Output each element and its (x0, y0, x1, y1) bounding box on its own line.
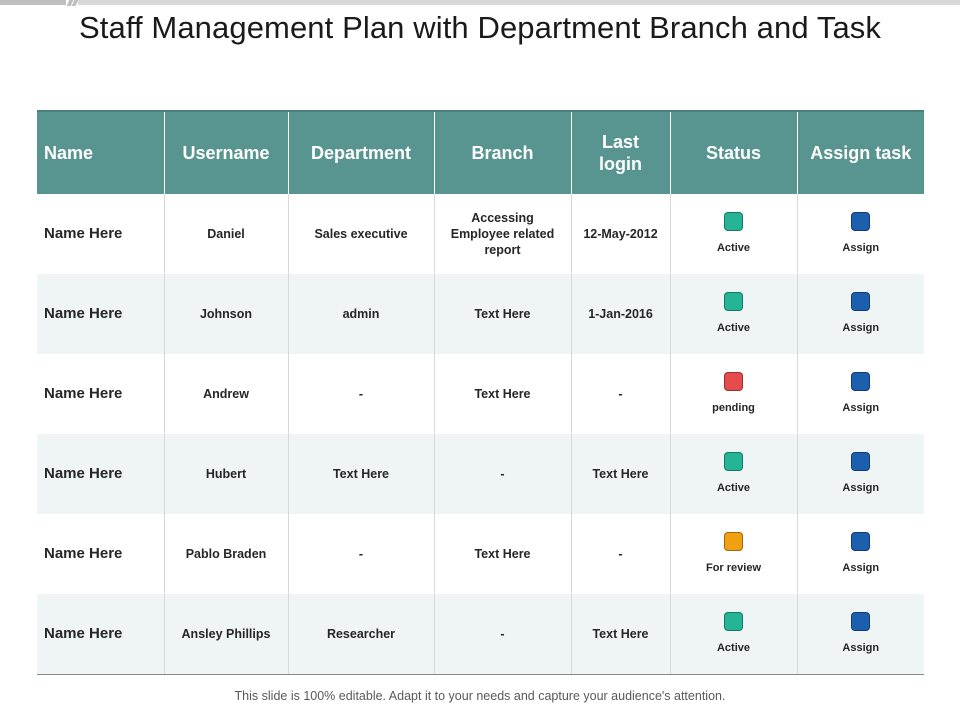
status-label: Active (716, 482, 751, 494)
cell-branch: Text Here (433, 514, 572, 594)
status-label: Active (716, 322, 751, 334)
cell-branch: - (433, 594, 572, 675)
cell-last-login: - (570, 354, 671, 434)
strip-segment-left (0, 0, 66, 5)
cell-assign: Assign (796, 194, 924, 274)
status-indicator[interactable] (724, 372, 743, 391)
status-indicator[interactable] (724, 452, 743, 471)
header-branch[interactable]: Branch (433, 110, 572, 194)
cell-last-login: - (570, 514, 671, 594)
status-indicator[interactable] (724, 611, 743, 631)
cell-status: Active (669, 594, 798, 675)
assign-label: Assign (842, 402, 880, 414)
cell-branch: - (433, 434, 572, 514)
cell-department: admin (287, 274, 435, 354)
status-indicator[interactable] (724, 292, 743, 311)
table-row: Name Here Daniel Sales executive Accessing … (37, 194, 924, 274)
status-label: For review (705, 562, 762, 574)
cell-department: Researcher (287, 594, 435, 675)
cell-status: Active (669, 194, 798, 274)
cell-username: Daniel (163, 194, 289, 274)
assign-button[interactable] (851, 372, 871, 391)
cell-department: - (287, 514, 435, 594)
cell-department: - (287, 354, 435, 434)
assign-button[interactable] (851, 212, 871, 231)
cell-last-login: 1-Jan-2016 (570, 274, 671, 354)
cell-last-login: 12-May-2012 (570, 194, 671, 274)
slide-footer: This slide is 100% editable. Adapt it to… (234, 689, 726, 703)
cell-assign: Assign (796, 594, 924, 675)
header-assign-task[interactable]: Assign task (796, 110, 924, 194)
cell-assign: Assign (796, 434, 924, 514)
assign-label: Assign (842, 242, 880, 254)
status-label: pending (712, 402, 755, 414)
cell-name: Name Here (37, 354, 165, 434)
cell-username: Hubert (163, 434, 289, 514)
assign-button[interactable] (851, 452, 871, 471)
status-label: Active (716, 242, 751, 254)
cell-last-login: Text Here (570, 434, 671, 514)
header-last-login[interactable]: Last login (570, 110, 671, 194)
assign-label: Assign (842, 641, 880, 654)
top-decorative-strip (0, 0, 960, 6)
table-body: Name Here Daniel Sales executive Accessing … (37, 194, 924, 675)
table-row: Name Here Hubert Text Here - Text Here Active… (37, 434, 924, 514)
header-status[interactable]: Status (669, 110, 798, 194)
status-indicator[interactable] (724, 212, 743, 231)
cell-username: Andrew (163, 354, 289, 434)
header-department[interactable]: Department (287, 110, 435, 194)
cell-username: Ansley Phillips (163, 594, 289, 675)
cell-name: Name Here (37, 514, 165, 594)
cell-branch: Accessing Employee related report (433, 194, 572, 274)
cell-status: Active (669, 274, 798, 354)
table-row: Name Here Andrew - Text Here - pending Assign (37, 354, 924, 434)
assign-label: Assign (842, 562, 880, 574)
table-header-row: Name Username Department Branch Last log… (37, 110, 924, 194)
cell-name: Name Here (37, 274, 165, 354)
assign-label: Assign (842, 322, 880, 334)
strip-segment-right (78, 0, 960, 5)
assign-label: Assign (842, 482, 880, 494)
cell-branch: Text Here (433, 274, 572, 354)
header-name[interactable]: Name (37, 110, 165, 194)
table-row: Name Here Johnson admin Text Here 1-Jan-2016… (37, 274, 924, 354)
assign-button[interactable] (851, 532, 871, 551)
cell-name: Name Here (37, 594, 165, 675)
header-username[interactable]: Username (163, 110, 289, 194)
slide-title: Staff Management Plan with Department Br… (79, 10, 881, 45)
cell-username: Pablo Braden (163, 514, 289, 594)
assign-button[interactable] (851, 611, 871, 631)
table-row: Name Here Pablo Braden - Text Here - For revi… (37, 514, 924, 594)
assign-button[interactable] (851, 292, 871, 311)
cell-name: Name Here (37, 434, 165, 514)
cell-assign: Assign (796, 514, 924, 594)
cell-assign: Assign (796, 354, 924, 434)
status-label: Active (716, 641, 751, 654)
header-last-login-label: Last login (599, 132, 642, 174)
cell-branch: Text Here (433, 354, 572, 434)
cell-username: Johnson (163, 274, 289, 354)
table-row: Name Here Ansley Phillips Researcher - Text … (37, 594, 924, 675)
cell-department: Sales executive (287, 194, 435, 274)
status-indicator[interactable] (724, 532, 743, 551)
cell-status: For review (669, 514, 798, 594)
cell-status: pending (669, 354, 798, 434)
staff-table: Name Username Department Branch Last log… (37, 110, 924, 675)
cell-last-login: Text Here (570, 594, 671, 675)
cell-department: Text Here (287, 434, 435, 514)
cell-status: Active (669, 434, 798, 514)
cell-name: Name Here (37, 194, 165, 274)
cell-assign: Assign (796, 274, 924, 354)
